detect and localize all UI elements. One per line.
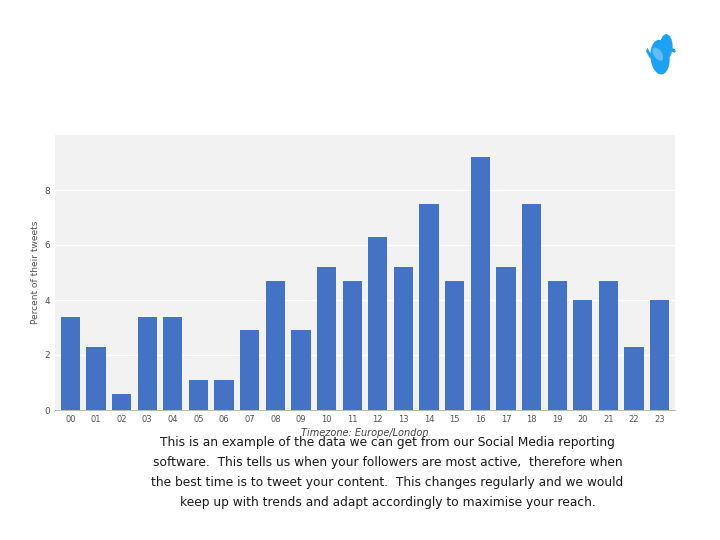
- Bar: [445, 281, 464, 410]
- Bar: [496, 267, 516, 410]
- Bar: [599, 281, 618, 410]
- Bar: [60, 316, 80, 410]
- Bar: [163, 316, 182, 410]
- Bar: [394, 267, 413, 410]
- Bar: [471, 157, 490, 410]
- Bar: [420, 204, 438, 410]
- FancyArrow shape: [646, 48, 652, 59]
- Bar: [368, 237, 387, 410]
- Bar: [522, 204, 541, 410]
- Bar: [343, 281, 361, 410]
- Text: A Little Science Behind Tweet Scheduling: A Little Science Behind Tweet Scheduling: [141, 41, 456, 56]
- Bar: [215, 380, 234, 410]
- Text: This is an example of the data we can get from our Social Media reporting
softwa: This is an example of the data we can ge…: [151, 436, 624, 509]
- Y-axis label: Percent of their tweets: Percent of their tweets: [31, 221, 40, 324]
- Bar: [573, 300, 593, 410]
- FancyArrow shape: [671, 48, 676, 53]
- Bar: [292, 330, 310, 410]
- Bar: [189, 380, 208, 410]
- Text: Proactive: Proactive: [9, 512, 57, 522]
- Ellipse shape: [650, 40, 670, 75]
- Ellipse shape: [660, 34, 672, 59]
- Bar: [624, 347, 644, 410]
- Bar: [112, 394, 131, 410]
- Text: PR: PR: [9, 528, 24, 537]
- Bar: [240, 330, 259, 410]
- Bar: [138, 316, 157, 410]
- Bar: [317, 267, 336, 410]
- Bar: [266, 281, 285, 410]
- Bar: [650, 300, 669, 410]
- Bar: [547, 281, 567, 410]
- Ellipse shape: [652, 48, 663, 60]
- Bar: [86, 347, 106, 410]
- X-axis label: Timezone: Europe/London: Timezone: Europe/London: [301, 428, 428, 438]
